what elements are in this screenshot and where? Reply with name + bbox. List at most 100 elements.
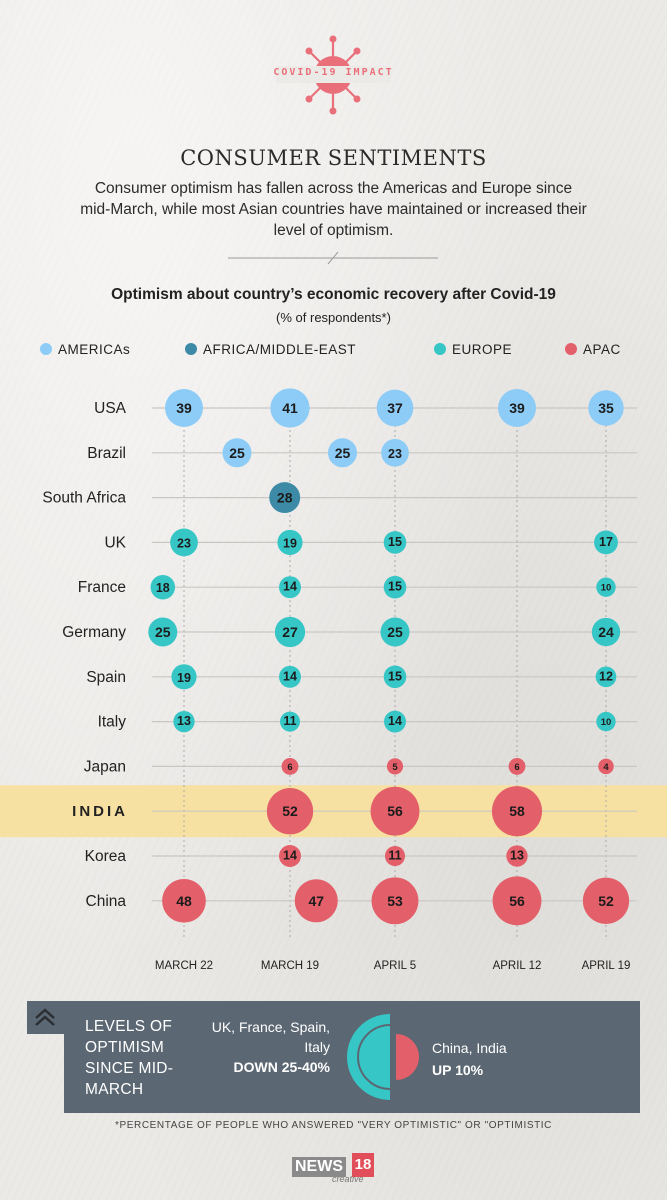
- bubble-label-germany-2: 25: [387, 624, 403, 640]
- logo-number: 18: [352, 1153, 374, 1177]
- bubble-label-uk-3: 17: [599, 535, 613, 549]
- bubble-brazil-2: [381, 438, 409, 467]
- bubble-china-2: [371, 877, 419, 925]
- row-label-brazil: Brazil: [87, 445, 126, 462]
- bubble-france-2: [383, 575, 407, 599]
- bubble-japan-0: [281, 757, 299, 775]
- bubble-france-3: [596, 577, 616, 597]
- x-label-3: APRIL 12: [493, 960, 542, 972]
- bubble-label-france-2: 15: [388, 580, 402, 594]
- bubble-label-uk-2: 15: [388, 535, 402, 549]
- row-label-korea: Korea: [85, 848, 127, 865]
- bubble-korea-1: [384, 845, 406, 867]
- bubble-label-india-1: 56: [387, 803, 403, 819]
- bubble-label-usa-0: 39: [176, 400, 192, 416]
- bubble-label-spain-2: 15: [388, 669, 402, 683]
- bubble-label-spain-3: 12: [599, 669, 613, 683]
- legend-africa: AFRICA/MIDDLE-EAST: [185, 340, 356, 358]
- bubble-japan-1: [386, 758, 404, 775]
- bubble-label-japan-2: 6: [514, 762, 519, 773]
- bubble-usa-4: [588, 390, 624, 426]
- bubble-label-germany-1: 27: [282, 624, 298, 640]
- bubble-label-korea-1: 11: [388, 849, 401, 863]
- bubble-uk-3: [594, 530, 618, 555]
- bubble-label-brazil-1: 25: [335, 445, 351, 461]
- topic-tag: COVID-19 IMPACT: [273, 67, 394, 78]
- news18-logo: NEWS 18 creative: [292, 1153, 382, 1185]
- bubble-label-japan-0: 6: [287, 762, 292, 773]
- chart-title: Optimism about country’s economic recove…: [111, 286, 556, 303]
- bubble-germany-3: [591, 617, 621, 647]
- bubble-label-spain-1: 14: [283, 669, 297, 683]
- bubble-uk-1: [277, 529, 303, 555]
- bubble-china-4: [582, 877, 630, 924]
- legend-americas: AMERICAs: [40, 340, 130, 358]
- bubble-spain-1: [279, 665, 301, 688]
- bubble-label-usa-2: 37: [387, 400, 403, 416]
- page-subtitle: Consumer optimism has fallen across the …: [80, 180, 587, 239]
- x-label-2: APRIL 5: [374, 960, 416, 972]
- summary-right-change: UP 10%: [432, 1062, 484, 1078]
- legend-europe-label: EUROPE: [452, 341, 513, 357]
- bubble-usa-3: [498, 389, 536, 427]
- bubble-label-japan-3: 4: [603, 762, 609, 773]
- bubble-label-uk-1: 19: [283, 536, 297, 550]
- legend-apac-dot: [565, 343, 577, 355]
- up-semicircle: [396, 1034, 419, 1080]
- bubble-label-usa-4: 35: [598, 400, 614, 416]
- bubble-usa-0: [165, 389, 203, 427]
- bubble-china-3: [492, 876, 542, 926]
- row-label-uk: UK: [104, 534, 126, 551]
- summary-left: UK, France, Spain, Italy DOWN 25-40%: [200, 1017, 330, 1077]
- legend-apac: APAC: [565, 340, 621, 358]
- summary-right-countries: China, India: [432, 1040, 507, 1056]
- legend-europe: EUROPE: [434, 340, 512, 358]
- virus-icon: [276, 35, 391, 115]
- bubble-spain-0: [171, 664, 197, 690]
- bubble-label-korea-2: 13: [510, 849, 524, 863]
- bubble-china-0: [162, 878, 206, 923]
- bubble-brazil-0: [222, 438, 252, 468]
- bubble-japan-2: [508, 757, 526, 775]
- legend-europe-dot: [434, 343, 446, 355]
- bubble-label-china-3: 56: [509, 893, 525, 909]
- row-label-italy: Italy: [98, 714, 127, 731]
- bubble-label-brazil-0: 25: [229, 445, 245, 461]
- row-label-south-africa: South Africa: [42, 490, 126, 507]
- bubble-germany-2: [380, 617, 410, 647]
- bubble-label-japan-1: 5: [392, 762, 398, 773]
- bubble-label-spain-0: 19: [177, 671, 191, 685]
- summary-heading: LEVELS OF OPTIMISM SINCE MID-MARCH: [85, 1018, 174, 1098]
- bubble-label-germany-0: 25: [155, 624, 171, 640]
- bubble-spain-2: [383, 665, 407, 689]
- bubble-label-italy-0: 13: [177, 714, 191, 728]
- chart-subtitle: (% of respondents*): [276, 310, 391, 325]
- panel-tab: [27, 1001, 64, 1034]
- summary-left-change: DOWN 25-40%: [233, 1059, 330, 1075]
- bubble-label-china-2: 53: [387, 893, 403, 909]
- bubble-south-africa-0: [269, 482, 301, 514]
- bubble-label-usa-3: 39: [509, 400, 525, 416]
- bubble-india-2: [491, 786, 543, 837]
- x-label-0: MARCH 22: [155, 960, 213, 972]
- down-semicircle: [347, 1014, 390, 1100]
- bubble-label-brazil-2: 23: [388, 447, 402, 461]
- bubble-germany-0: [148, 617, 178, 647]
- bubble-usa-2: [376, 389, 414, 427]
- legend-apac-label: APAC: [583, 341, 621, 357]
- bubble-chart: USA 39 41 37 39 35 Brazil 25 25 23 South Africa 28 U…: [0, 388, 667, 972]
- logo-news: NEWS: [292, 1157, 346, 1177]
- bubble-china-1: [294, 879, 338, 923]
- bubble-label-usa-1: 41: [282, 400, 298, 416]
- bubble-label-china-4: 52: [598, 893, 614, 909]
- bubble-uk-0: [170, 528, 198, 557]
- legend-africa-dot: [185, 343, 197, 355]
- bubble-india-1: [370, 786, 420, 836]
- bubble-india-0: [266, 788, 314, 835]
- bubble-label-south-africa-0: 28: [277, 490, 293, 506]
- logo-sub: creative: [332, 1174, 364, 1184]
- bubble-france-1: [279, 576, 301, 599]
- row-label-spain: Spain: [86, 669, 126, 686]
- bubble-label-china-1: 47: [308, 893, 324, 909]
